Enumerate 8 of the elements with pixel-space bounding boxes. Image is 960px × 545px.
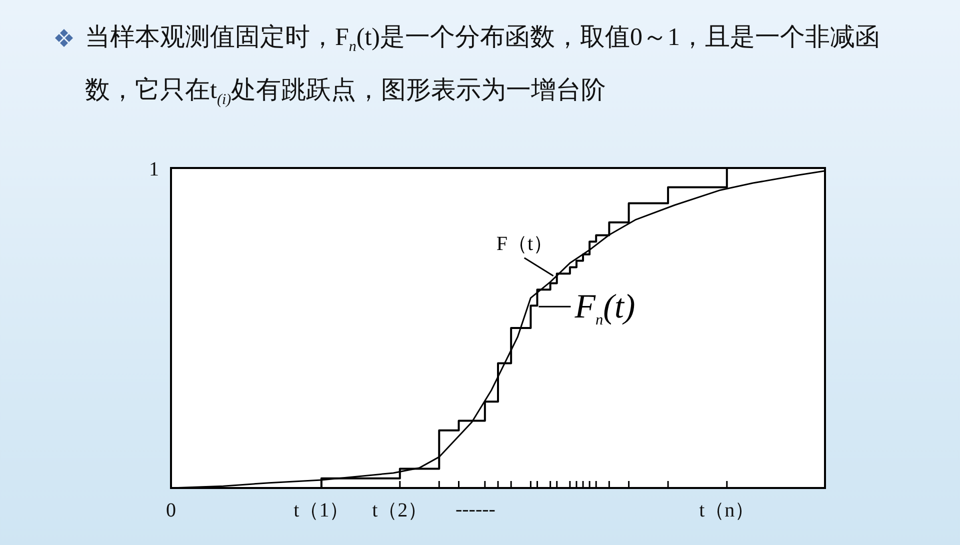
x-tick-label: 0	[166, 499, 176, 522]
x-tick-label: t（2）	[372, 499, 428, 522]
chart-title: 当样本观测值固定时，F$_{n}$(t)是一个分布函数，取值0～1，且是一个非减函数，它只在t$_{(i)}$处有跳跃点，图形表示为一增台阶	[85, 24, 880, 108]
series-label: F（t）	[496, 232, 554, 255]
text: ------	[455, 498, 496, 520]
text: 1	[149, 158, 159, 180]
x-tick-label: t（1）	[294, 499, 350, 522]
x-tick-label: t（n）	[699, 499, 755, 522]
